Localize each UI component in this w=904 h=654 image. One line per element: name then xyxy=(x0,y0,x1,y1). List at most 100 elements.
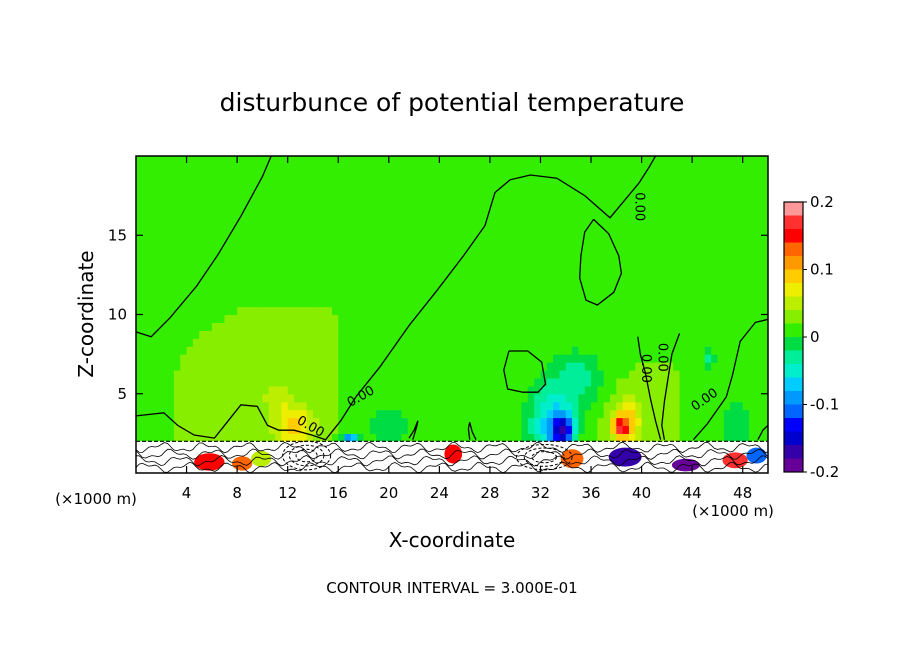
field-cell xyxy=(249,385,257,395)
field-cell xyxy=(186,401,194,411)
field-cell xyxy=(761,282,768,292)
field-cell xyxy=(755,322,763,331)
field-cell xyxy=(281,306,289,316)
field-cell xyxy=(363,187,371,197)
field-cell xyxy=(755,156,763,165)
field-cell xyxy=(344,163,352,173)
field-cell xyxy=(186,274,194,284)
field-cell xyxy=(572,298,579,308)
field-cell xyxy=(401,282,409,292)
field-cell xyxy=(565,251,573,260)
field-cell xyxy=(357,179,365,189)
field-cell xyxy=(717,251,725,260)
contour-label: 0.00 xyxy=(654,343,669,372)
field-cell xyxy=(496,433,504,442)
field-cell xyxy=(489,251,497,260)
field-cell xyxy=(275,227,282,236)
field-cell xyxy=(647,393,655,403)
field-cell xyxy=(186,330,194,339)
field-cell xyxy=(407,274,415,284)
field-cell xyxy=(489,409,497,419)
field-cell xyxy=(173,156,181,165)
field-cell xyxy=(622,409,630,419)
field-cell xyxy=(281,259,289,268)
field-cell xyxy=(344,322,352,331)
field-cell xyxy=(445,156,453,165)
field-cell xyxy=(534,330,542,339)
field-cell xyxy=(218,203,226,213)
field-cell xyxy=(749,346,756,355)
field-cell xyxy=(711,322,719,331)
field-cell xyxy=(711,203,719,213)
field-cell xyxy=(616,433,624,442)
field-cell xyxy=(603,377,611,387)
field-cell xyxy=(294,266,301,276)
field-cell xyxy=(603,235,611,244)
field-cell xyxy=(742,251,750,260)
field-cell xyxy=(325,282,333,292)
field-cell xyxy=(597,211,605,220)
field-cell xyxy=(136,235,143,244)
field-cell xyxy=(622,282,630,292)
field-cell xyxy=(553,346,561,355)
field-cell xyxy=(534,219,542,228)
field-cell xyxy=(331,298,339,308)
field-cell xyxy=(344,243,352,252)
field-cell xyxy=(268,322,276,331)
field-cell xyxy=(426,433,434,442)
field-cell xyxy=(610,417,617,427)
field-cell xyxy=(730,385,737,395)
field-cell xyxy=(736,195,744,205)
field-cell xyxy=(173,433,181,442)
field-cell xyxy=(489,163,497,173)
field-cell xyxy=(666,179,674,189)
field-cell xyxy=(388,393,396,403)
field-cell xyxy=(350,179,358,189)
field-cell xyxy=(534,385,542,395)
field-cell xyxy=(439,362,447,371)
field-cell xyxy=(736,259,744,268)
field-cell xyxy=(546,259,554,268)
field-cell xyxy=(717,219,725,228)
field-cell xyxy=(344,362,352,371)
field-cell xyxy=(211,298,219,308)
field-cell xyxy=(433,195,440,205)
field-cell xyxy=(445,282,453,292)
field-cell xyxy=(331,354,339,363)
field-cell xyxy=(420,354,428,363)
field-cell xyxy=(717,235,725,244)
field-cell xyxy=(439,314,447,324)
field-cell xyxy=(224,195,232,205)
field-cell xyxy=(180,409,188,419)
field-cell xyxy=(470,156,478,165)
field-cell xyxy=(742,235,750,244)
field-cell xyxy=(742,409,750,419)
field-cell xyxy=(730,409,737,419)
field-cell xyxy=(249,330,257,339)
field-cell xyxy=(603,369,611,379)
field-cell xyxy=(319,187,327,197)
field-cell xyxy=(527,298,535,308)
field-cell xyxy=(534,259,542,268)
field-cell xyxy=(647,163,655,173)
field-cell xyxy=(211,282,219,292)
field-cell xyxy=(584,227,592,236)
field-cell xyxy=(666,338,674,347)
field-cell xyxy=(489,362,497,371)
field-cell xyxy=(439,163,447,173)
field-cell xyxy=(287,282,295,292)
field-cell xyxy=(730,290,737,300)
field-cell xyxy=(597,385,605,395)
field-cell xyxy=(711,369,719,379)
field-cell xyxy=(458,306,466,316)
field-cell xyxy=(161,433,169,442)
field-cell xyxy=(730,306,737,316)
field-cell xyxy=(256,417,263,427)
field-cell xyxy=(527,314,535,324)
field-cell xyxy=(540,346,548,355)
field-cell xyxy=(237,274,245,284)
field-cell xyxy=(230,338,238,347)
field-cell xyxy=(647,433,655,442)
field-cell xyxy=(565,219,573,228)
field-cell xyxy=(464,195,472,205)
